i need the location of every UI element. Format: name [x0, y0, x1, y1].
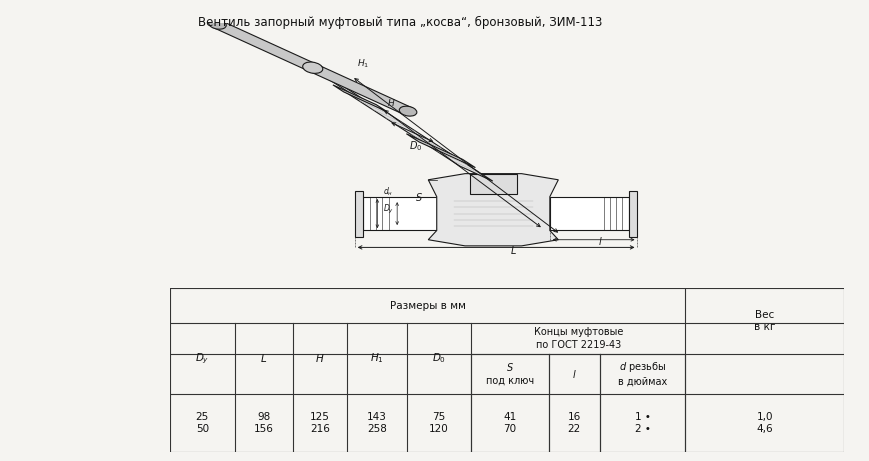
- Polygon shape: [355, 190, 363, 236]
- Polygon shape: [333, 85, 387, 112]
- Text: $S$
под ключ: $S$ под ключ: [485, 361, 534, 386]
- Text: $l$: $l$: [571, 367, 576, 380]
- Polygon shape: [343, 91, 492, 181]
- Polygon shape: [406, 134, 474, 168]
- Text: $d_н$: $d_н$: [382, 185, 393, 198]
- Text: Вес
в кг: Вес в кг: [753, 310, 774, 332]
- Text: $d$ резьбы
в дюймах: $d$ резьбы в дюймах: [617, 361, 667, 387]
- Polygon shape: [306, 65, 366, 101]
- Text: 41
70: 41 70: [502, 412, 516, 434]
- Text: $D_0$: $D_0$: [408, 139, 421, 153]
- Text: $H_1$: $H_1$: [357, 58, 369, 70]
- Text: $L$: $L$: [509, 244, 516, 256]
- Text: $H_1$: $H_1$: [369, 352, 383, 366]
- Text: $H$: $H$: [387, 97, 395, 108]
- Text: 1 •
2 •: 1 • 2 •: [634, 412, 650, 434]
- Text: 143
258: 143 258: [367, 412, 387, 434]
- Polygon shape: [428, 174, 558, 246]
- Polygon shape: [549, 197, 628, 230]
- Text: Концы муфтовые
по ГОСТ 2219-43: Концы муфтовые по ГОСТ 2219-43: [533, 327, 622, 349]
- Text: $D_y$: $D_y$: [195, 351, 209, 366]
- Text: $H$: $H$: [315, 353, 324, 365]
- Text: 125
216: 125 216: [309, 412, 329, 434]
- Text: $l$: $l$: [598, 235, 602, 247]
- Text: $S$: $S$: [415, 191, 422, 203]
- Text: Вентиль запорный муфтовый типа „косва“, бронзовый, ЗИМ-113: Вентиль запорный муфтовый типа „косва“, …: [198, 16, 602, 29]
- Text: $D_0$: $D_0$: [432, 352, 446, 366]
- Polygon shape: [469, 174, 516, 194]
- Ellipse shape: [399, 106, 416, 116]
- Text: 16
22: 16 22: [567, 412, 580, 434]
- Ellipse shape: [209, 19, 226, 29]
- Polygon shape: [628, 190, 637, 236]
- Text: $D_y$: $D_y$: [382, 202, 394, 216]
- Text: 98
156: 98 156: [254, 412, 274, 434]
- Polygon shape: [213, 21, 317, 71]
- Polygon shape: [308, 65, 412, 114]
- Text: $L$: $L$: [260, 353, 268, 365]
- Ellipse shape: [302, 62, 322, 73]
- Text: 25
50: 25 50: [196, 412, 209, 434]
- Text: 75
120: 75 120: [428, 412, 448, 434]
- Text: 1,0
4,6: 1,0 4,6: [755, 412, 772, 434]
- Polygon shape: [363, 197, 436, 230]
- Text: Размеры в мм: Размеры в мм: [389, 301, 465, 311]
